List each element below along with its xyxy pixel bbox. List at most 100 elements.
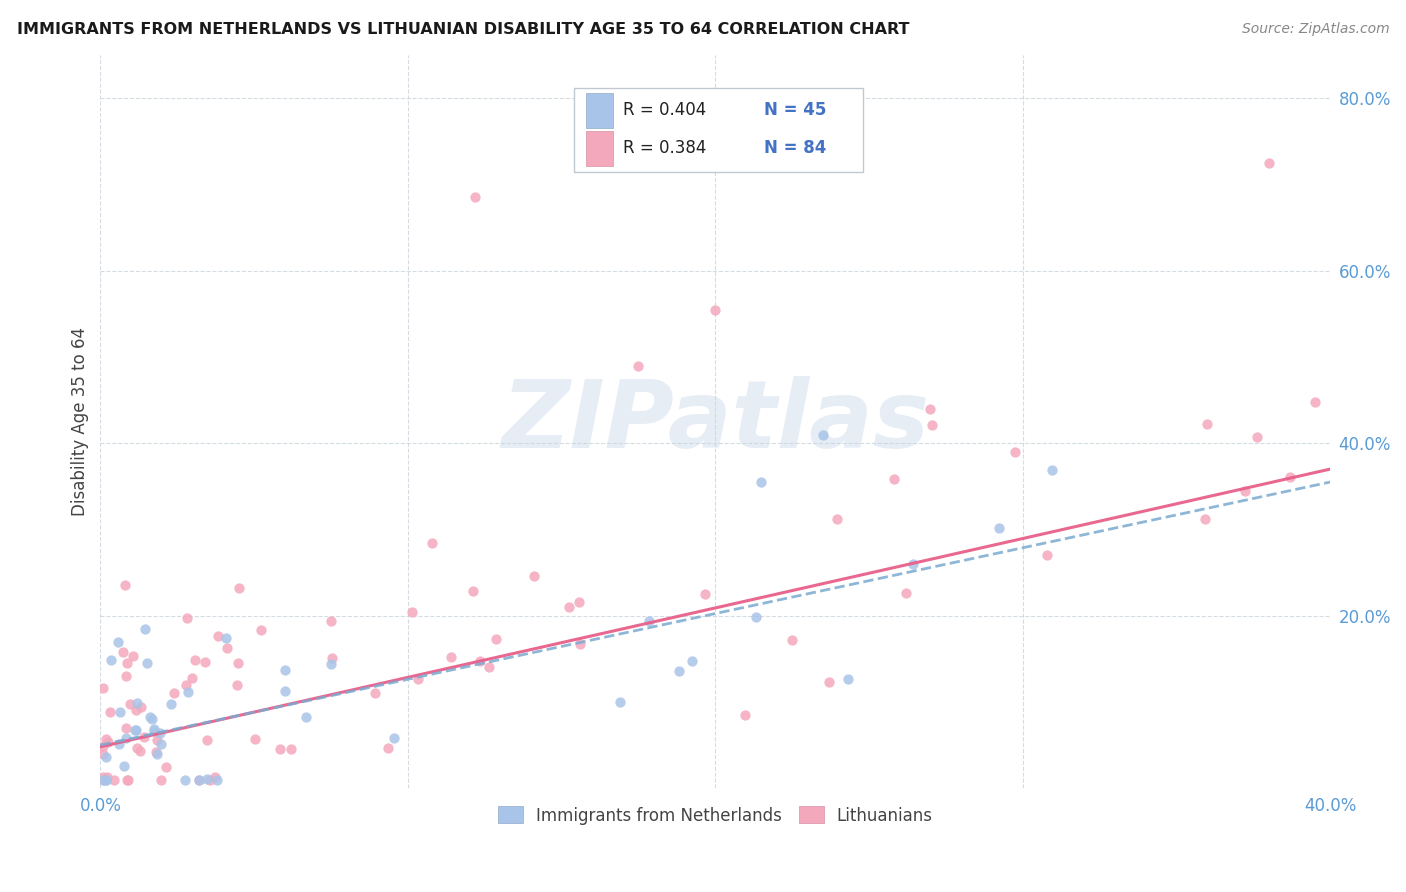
Point (96, 770, 118, 784)
Point (93, 770, 115, 784)
Point (901, 557, 924, 571)
Point (181, 671, 204, 685)
Point (107, 737, 129, 751)
Point (139, 709, 162, 723)
Point (745, 610, 768, 624)
Point (440, 650, 463, 665)
Text: ZIPatlas: ZIPatlas (501, 376, 929, 467)
Point (110, 705, 132, 719)
Point (128, 744, 150, 758)
Point (94, 750, 117, 764)
Point (93, 772, 115, 787)
Point (146, 747, 169, 761)
Text: N = 84: N = 84 (765, 139, 827, 157)
Point (921, 418, 943, 433)
Point (207, 629, 229, 643)
Point (107, 635, 129, 649)
Point (187, 772, 209, 787)
Point (609, 695, 631, 709)
Point (749, 475, 772, 490)
Point (920, 401, 942, 416)
Point (780, 632, 803, 647)
Point (228, 581, 250, 595)
Point (177, 685, 200, 699)
Point (146, 732, 169, 747)
Point (569, 637, 592, 651)
Legend: Immigrants from Netherlands, Lithuanians: Immigrants from Netherlands, Lithuanians (491, 799, 939, 831)
Point (120, 697, 142, 711)
Point (987, 520, 1010, 534)
Point (93, 772, 115, 787)
Point (523, 569, 546, 583)
Point (1194, 511, 1216, 525)
Point (377, 741, 399, 756)
Point (142, 724, 165, 739)
Point (205, 772, 228, 787)
Point (269, 741, 291, 756)
Point (1246, 430, 1268, 444)
Point (142, 722, 165, 736)
Text: R = 0.404: R = 0.404 (623, 101, 706, 120)
Point (214, 632, 236, 646)
Point (319, 657, 342, 672)
Point (401, 605, 423, 619)
Point (295, 710, 318, 724)
Point (274, 663, 297, 677)
Point (188, 772, 211, 787)
Point (194, 655, 217, 669)
Point (174, 772, 197, 787)
Point (226, 656, 249, 670)
Point (470, 654, 492, 668)
Point (93, 747, 115, 761)
Point (155, 760, 177, 774)
Point (321, 650, 343, 665)
Point (478, 659, 501, 673)
Bar (586, 130, 613, 166)
Point (97, 735, 120, 749)
Point (464, 190, 486, 204)
Point (98, 705, 121, 719)
Point (127, 696, 149, 710)
Point (1004, 445, 1026, 459)
Point (243, 731, 266, 746)
Point (125, 741, 148, 756)
Point (734, 707, 756, 722)
Point (195, 772, 218, 786)
Point (163, 686, 186, 700)
Point (463, 583, 485, 598)
Point (129, 700, 152, 714)
Point (249, 624, 271, 638)
Point (1036, 548, 1059, 562)
Point (1305, 394, 1327, 409)
Point (837, 673, 859, 687)
Text: IMMIGRANTS FROM NETHERLANDS VS LITHUANIAN DISABILITY AGE 35 TO 64 CORRELATION CH: IMMIGRANTS FROM NETHERLANDS VS LITHUANIA… (17, 22, 910, 37)
Point (150, 737, 173, 751)
Point (117, 772, 139, 787)
Point (1195, 417, 1218, 431)
Point (114, 578, 136, 592)
Point (149, 772, 172, 787)
Point (1257, 156, 1279, 170)
Point (668, 664, 690, 678)
Point (638, 614, 661, 628)
Point (818, 674, 841, 689)
Point (94, 772, 117, 787)
FancyBboxPatch shape (574, 88, 863, 172)
Point (160, 697, 183, 711)
Point (184, 653, 207, 667)
Point (682, 654, 704, 668)
Point (420, 536, 443, 550)
Point (125, 703, 148, 717)
Point (204, 770, 226, 784)
Point (115, 669, 138, 683)
Point (93, 681, 115, 695)
Point (568, 595, 591, 609)
Point (1040, 463, 1063, 477)
Point (627, 359, 650, 373)
Point (117, 772, 139, 787)
Point (485, 632, 508, 647)
Point (225, 678, 247, 692)
Point (1233, 484, 1256, 499)
Point (198, 772, 221, 787)
Bar (586, 93, 613, 128)
